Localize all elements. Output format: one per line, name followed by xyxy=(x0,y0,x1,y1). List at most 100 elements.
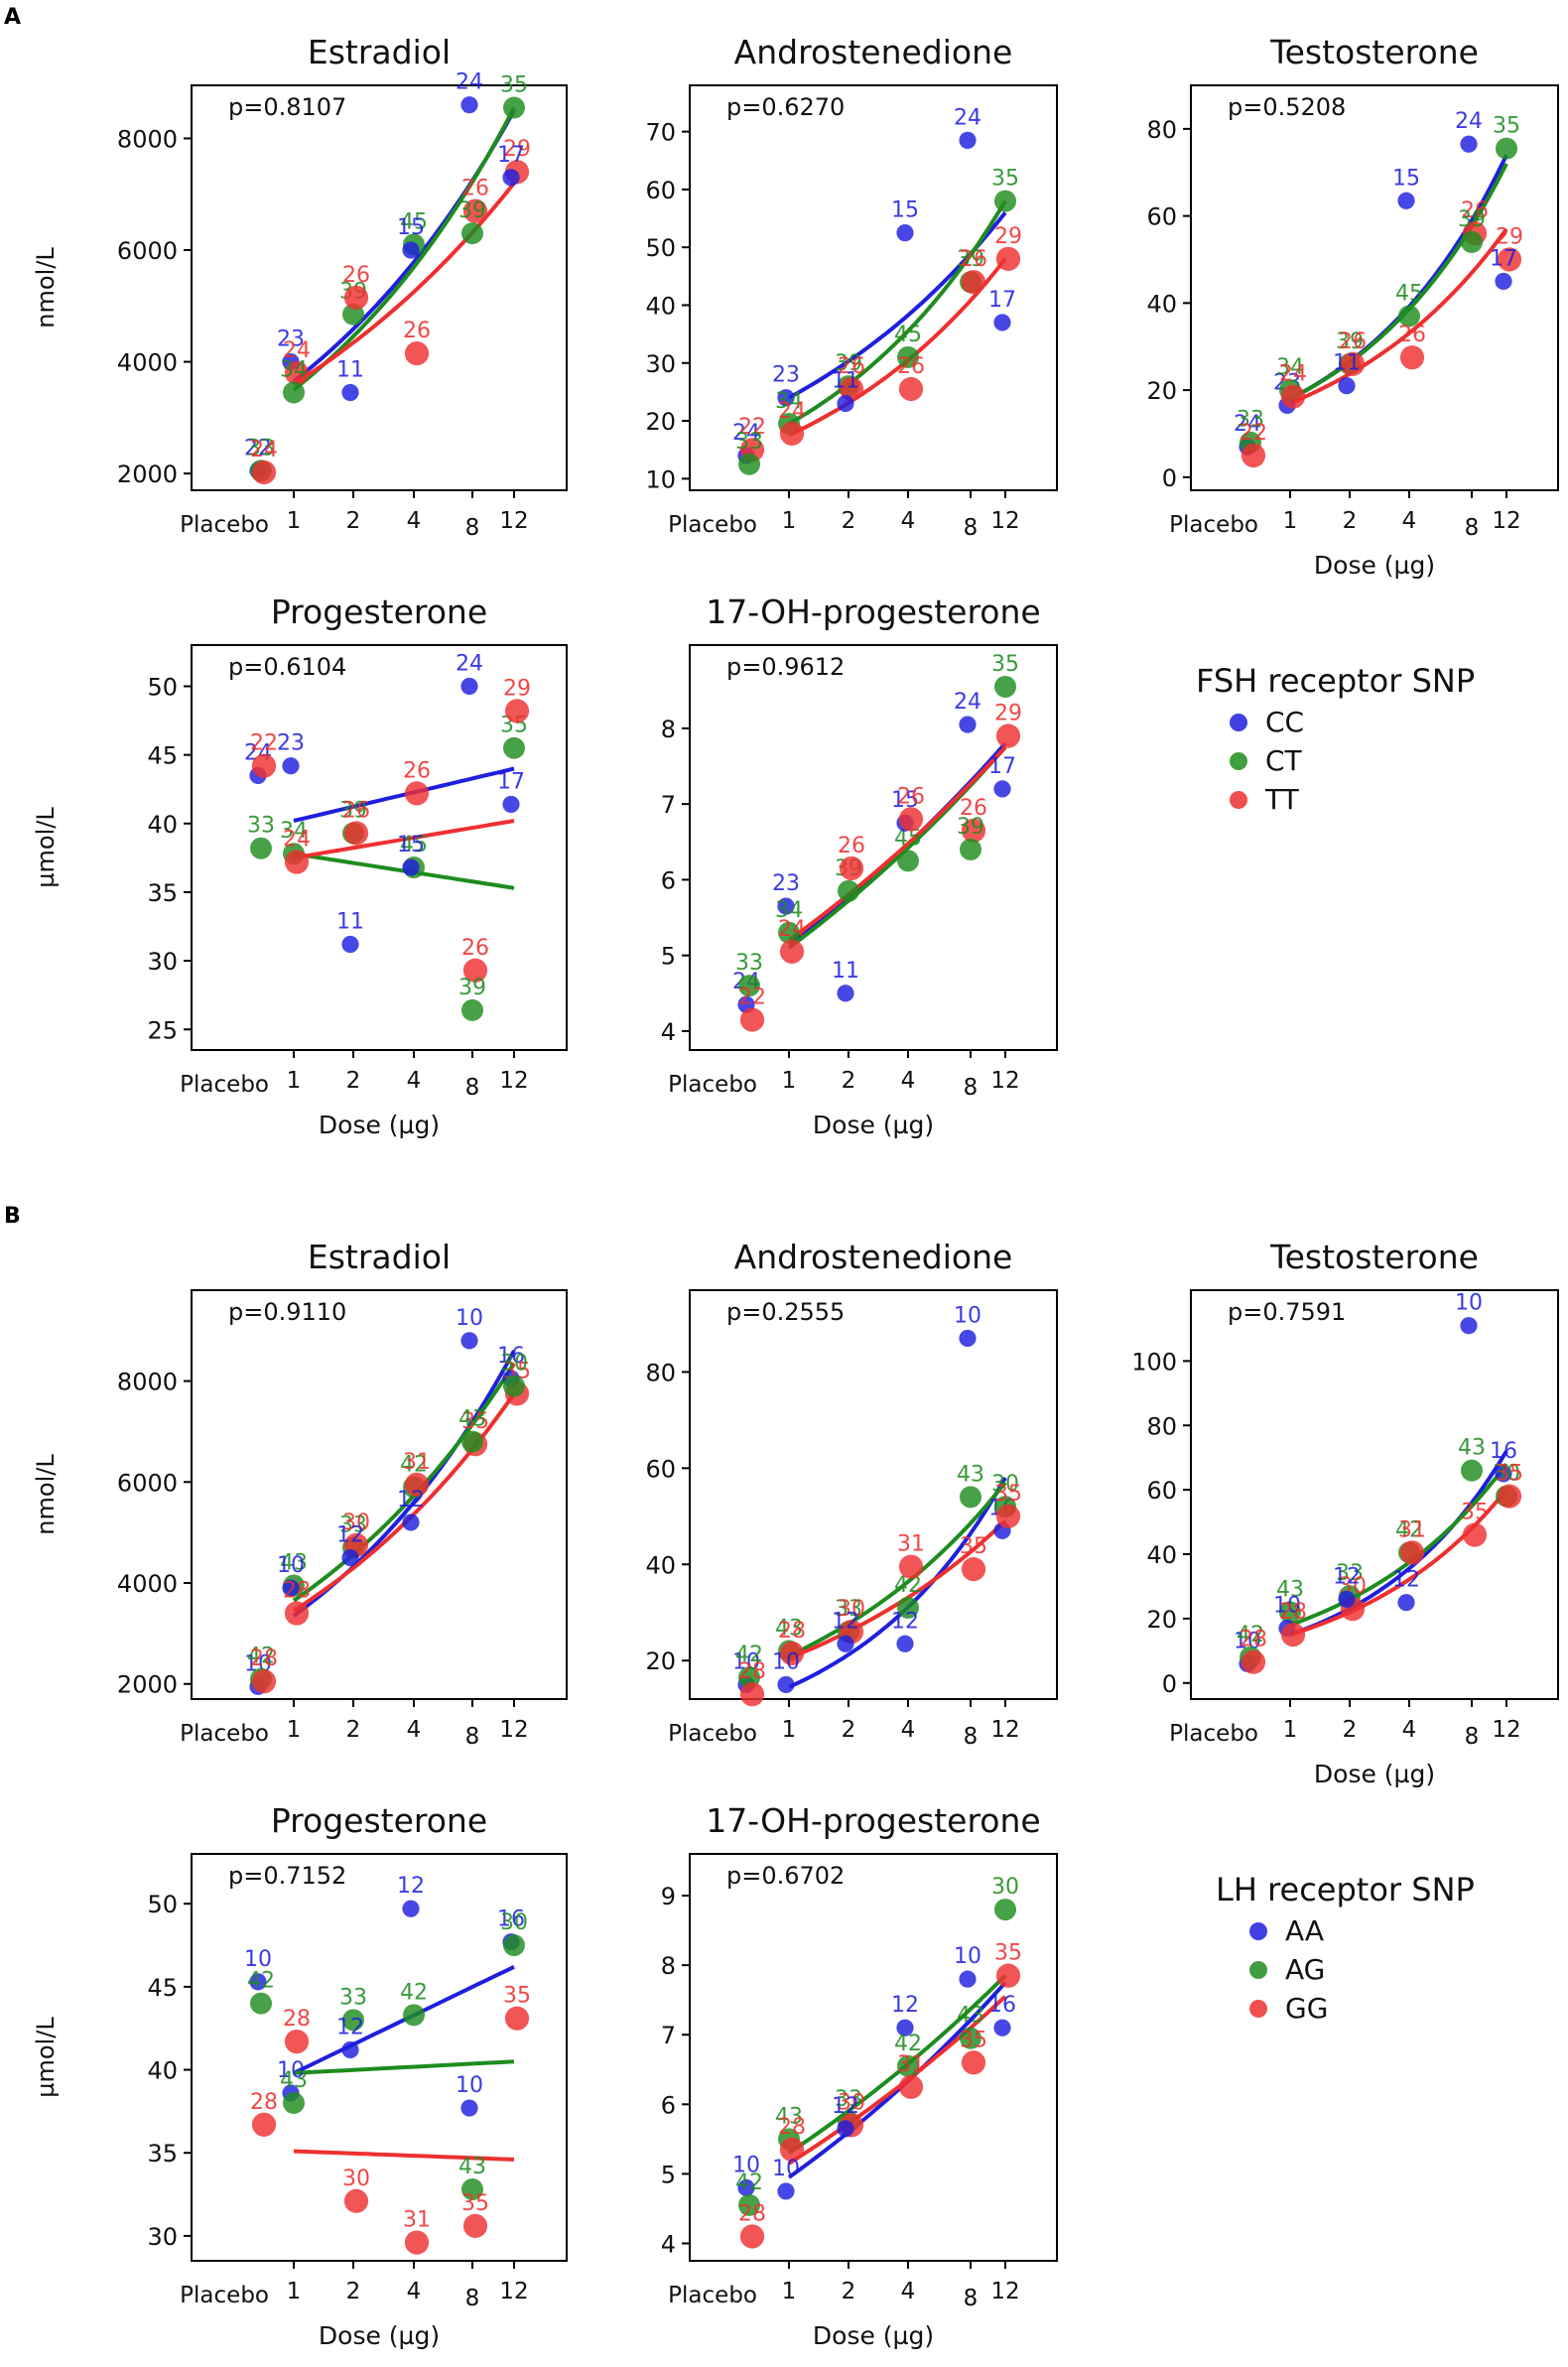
y-tick-label: 70 xyxy=(645,119,676,147)
data-point-series-2 xyxy=(738,975,760,997)
chart-title: 17-OH-progesterone xyxy=(706,592,1040,631)
data-point-label: 28 xyxy=(778,2115,806,2140)
data-point-label: 26 xyxy=(1398,323,1426,347)
data-point-series-2 xyxy=(897,345,919,368)
y-tick-label: 7 xyxy=(661,2022,676,2049)
data-point-label: 42 xyxy=(894,2032,922,2056)
data-point-series-3 xyxy=(462,2213,488,2238)
chart-title: Estradiol xyxy=(308,33,451,71)
x-tick-label: 4 xyxy=(1402,508,1417,534)
data-point-series-3 xyxy=(1241,443,1266,468)
data-point-label: 10 xyxy=(244,1947,272,1972)
data-point-label: 39 xyxy=(458,198,486,223)
data-point-series-3 xyxy=(1280,1623,1306,1647)
data-point-series-2 xyxy=(283,2092,305,2115)
chart-title: 17-OH-progesterone xyxy=(706,1801,1040,1840)
x-tick-label: Placebo xyxy=(1169,512,1258,538)
plot-frame xyxy=(689,644,1058,1051)
data-point-label: 28 xyxy=(738,1659,766,1684)
data-point-series-1 xyxy=(341,1548,359,1567)
data-point-label: 42 xyxy=(247,1644,275,1669)
data-point-label: 30 xyxy=(342,2167,370,2191)
data-point-label: 17 xyxy=(497,769,525,794)
y-tick-label: 30 xyxy=(147,948,178,976)
data-point-label: 26 xyxy=(838,354,865,379)
data-point-label: 35 xyxy=(960,2028,987,2052)
x-tick-label: Placebo xyxy=(180,2283,269,2308)
data-point-series-2 xyxy=(960,838,981,860)
fit-line-series-1 xyxy=(1289,154,1508,401)
data-point-label: 28 xyxy=(250,2090,278,2115)
panel-label-a: A xyxy=(4,5,21,30)
x-tick-label: Placebo xyxy=(668,2283,757,2308)
y-tick-label: 80 xyxy=(1146,116,1177,144)
data-point-label: 10 xyxy=(954,1944,981,1969)
y-tick-label: 30 xyxy=(645,350,676,378)
data-point-label: 31 xyxy=(1398,1517,1426,1542)
y-tick-label: 6000 xyxy=(117,1469,178,1497)
data-point-series-3 xyxy=(251,753,277,778)
y-tick-label: 60 xyxy=(645,177,676,204)
x-axis-label: Dose (µg) xyxy=(813,2321,934,2350)
x-tick-label: 4 xyxy=(407,1068,422,1094)
fit-line-series-2 xyxy=(292,1362,516,1603)
data-point-series-1 xyxy=(1460,1317,1478,1335)
y-tick-label: 0 xyxy=(1162,464,1177,492)
data-point-label: 43 xyxy=(775,1617,803,1642)
x-tick-label: 2 xyxy=(346,2279,361,2304)
fit-line-series-3 xyxy=(788,1519,1007,1660)
data-point-label: 30 xyxy=(838,1597,865,1622)
fit-line-series-2 xyxy=(788,1481,1007,1658)
x-tick-label: 4 xyxy=(901,2279,916,2304)
data-point-label: 30 xyxy=(1493,1462,1520,1487)
data-point-label: 33 xyxy=(735,951,763,976)
data-point-series-1 xyxy=(993,314,1011,331)
x-tick-label: 4 xyxy=(901,508,916,534)
x-tick-label: 12 xyxy=(990,1068,1019,1094)
p-value-label: p=0.6104 xyxy=(228,653,346,681)
y-tick-label: 40 xyxy=(645,1551,676,1579)
data-point-series-3 xyxy=(898,376,924,402)
legend-area: FSH receptor SNP CC CT TT LH receptor SNP AA A… xyxy=(1196,662,1475,2025)
data-point-label: 10 xyxy=(456,2073,483,2098)
x-tick-label: 1 xyxy=(1283,508,1298,534)
data-point-series-1 xyxy=(502,795,520,814)
data-point-label: 35 xyxy=(1496,1462,1523,1487)
data-point-label: 43 xyxy=(957,1462,984,1487)
chart-8: Testosterone p=0.7591 0 20 40 60 80 100 Placebo 1… xyxy=(1131,1238,1559,1788)
data-point-label: 42 xyxy=(735,2170,763,2195)
data-point-series-1 xyxy=(1495,272,1512,291)
data-point-label: 35 xyxy=(991,652,1019,677)
fit-line-series-3 xyxy=(788,257,1007,438)
data-point-label: 24 xyxy=(250,438,278,462)
data-point-label: 29 xyxy=(503,676,531,701)
data-point-series-1 xyxy=(282,757,300,775)
x-tick-label: 4 xyxy=(1402,1717,1417,1743)
x-tick-label: 2 xyxy=(346,1068,361,1094)
data-point-label: 29 xyxy=(994,224,1022,249)
legend-marker-1 xyxy=(1230,714,1247,731)
data-point-series-3 xyxy=(898,2074,924,2099)
y-tick-label: 0 xyxy=(1162,1670,1177,1698)
data-point-label: 45 xyxy=(400,833,428,857)
data-point-label: 30 xyxy=(838,2090,865,2115)
x-tick-label: Placebo xyxy=(668,512,757,538)
y-tick-label: 20 xyxy=(645,408,676,436)
data-point-label: 12 xyxy=(832,2094,859,2119)
data-point-label: 15 xyxy=(1392,166,1420,191)
data-point-label: 26 xyxy=(838,834,865,858)
data-point-series-1 xyxy=(402,241,420,259)
data-point-series-1 xyxy=(1495,1465,1512,1483)
data-point-label: 24 xyxy=(778,399,806,424)
data-point-label: 22 xyxy=(738,415,766,440)
data-point-series-2 xyxy=(778,921,800,944)
data-point-label: 34 xyxy=(280,358,308,383)
data-point-label: 34 xyxy=(280,819,308,844)
data-point-series-1 xyxy=(402,1900,420,1917)
data-point-label: 33 xyxy=(247,814,275,839)
chart-4: Progesterone p=0.6104 25 30 35 40 45 50 Placebo 1… xyxy=(32,592,568,1139)
fit-line-series-3 xyxy=(293,819,515,860)
data-point-label: 30 xyxy=(342,1511,370,1535)
y-tick-label: 50 xyxy=(147,1891,178,1918)
